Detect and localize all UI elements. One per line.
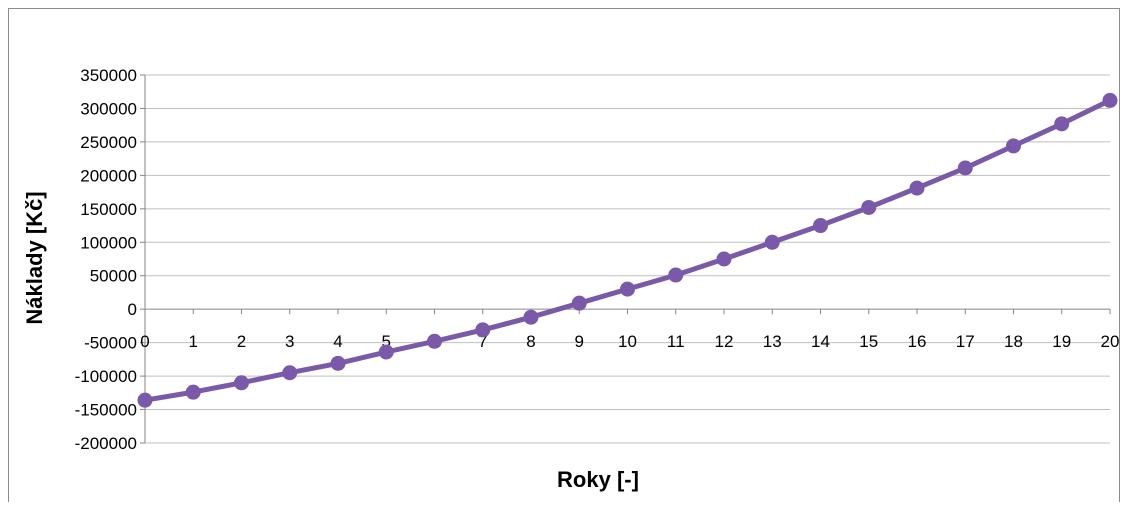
data-point [475,322,491,338]
data-point [185,384,201,400]
y-tick-label: 50000 [90,267,137,286]
x-tick-label: 17 [956,332,975,351]
y-tick-label: -100000 [75,367,137,386]
data-point [234,375,249,391]
data-point [427,333,442,349]
x-tick-label: 15 [859,332,878,351]
x-tick-label: 4 [333,332,342,351]
x-tick-label: 13 [763,332,782,351]
data-point [330,355,346,371]
data-point [378,344,394,360]
x-tick-label: 18 [1004,332,1023,351]
x-tick-label: 16 [908,332,927,351]
data-point [523,309,539,325]
chart-frame [8,8,1120,502]
series [137,92,1118,408]
data-point [1006,138,1021,154]
data-point [1102,92,1118,108]
y-tick-label: -200000 [75,434,137,453]
y-tick-label: 100000 [80,233,137,252]
x-tick-label: 14 [811,332,830,351]
data-point [137,392,153,408]
x-tick-label: 0 [140,332,149,351]
data-point [716,251,732,267]
data-point [957,160,973,176]
data-point [764,234,780,250]
y-tick-label: 200000 [80,166,137,185]
x-tick-label: 20 [1101,332,1120,351]
data-point [1054,116,1070,132]
x-tick-label: 10 [618,332,637,351]
data-point [668,267,684,283]
x-axis: 01234567891011121314151617181920 [140,308,1120,351]
y-tick-label: -50000 [84,334,137,353]
x-tick-label: 9 [575,332,584,351]
x-axis-title: Roky [-] [557,467,639,492]
y-tick-label: 300000 [80,99,137,118]
y-tick-label: 250000 [80,133,137,152]
data-point [813,218,828,234]
x-tick-label: 7 [478,332,487,351]
y-tick-label: 350000 [80,66,137,85]
data-point [620,281,635,297]
y-tick-label: 0 [128,300,137,319]
y-axis: -200000-150000-100000-500000500001000001… [75,66,146,453]
data-point [282,365,298,381]
y-axis-title: Náklady [Kč] [22,191,47,324]
y-tick-label: 150000 [80,200,137,219]
data-point [909,180,925,196]
x-tick-label: 3 [285,332,294,351]
x-tick-label: 19 [1052,332,1071,351]
data-point [571,295,587,311]
x-tick-label: 8 [526,332,535,351]
data-point [861,199,877,215]
x-tick-label: 1 [189,332,198,351]
x-tick-label: 2 [237,332,246,351]
x-tick-label: 5 [382,332,391,351]
x-tick-label: 11 [667,332,685,351]
gridlines [145,74,1110,444]
series-line [142,97,1113,403]
x-tick-label: 12 [715,332,734,351]
y-tick-label: -150000 [75,401,137,420]
